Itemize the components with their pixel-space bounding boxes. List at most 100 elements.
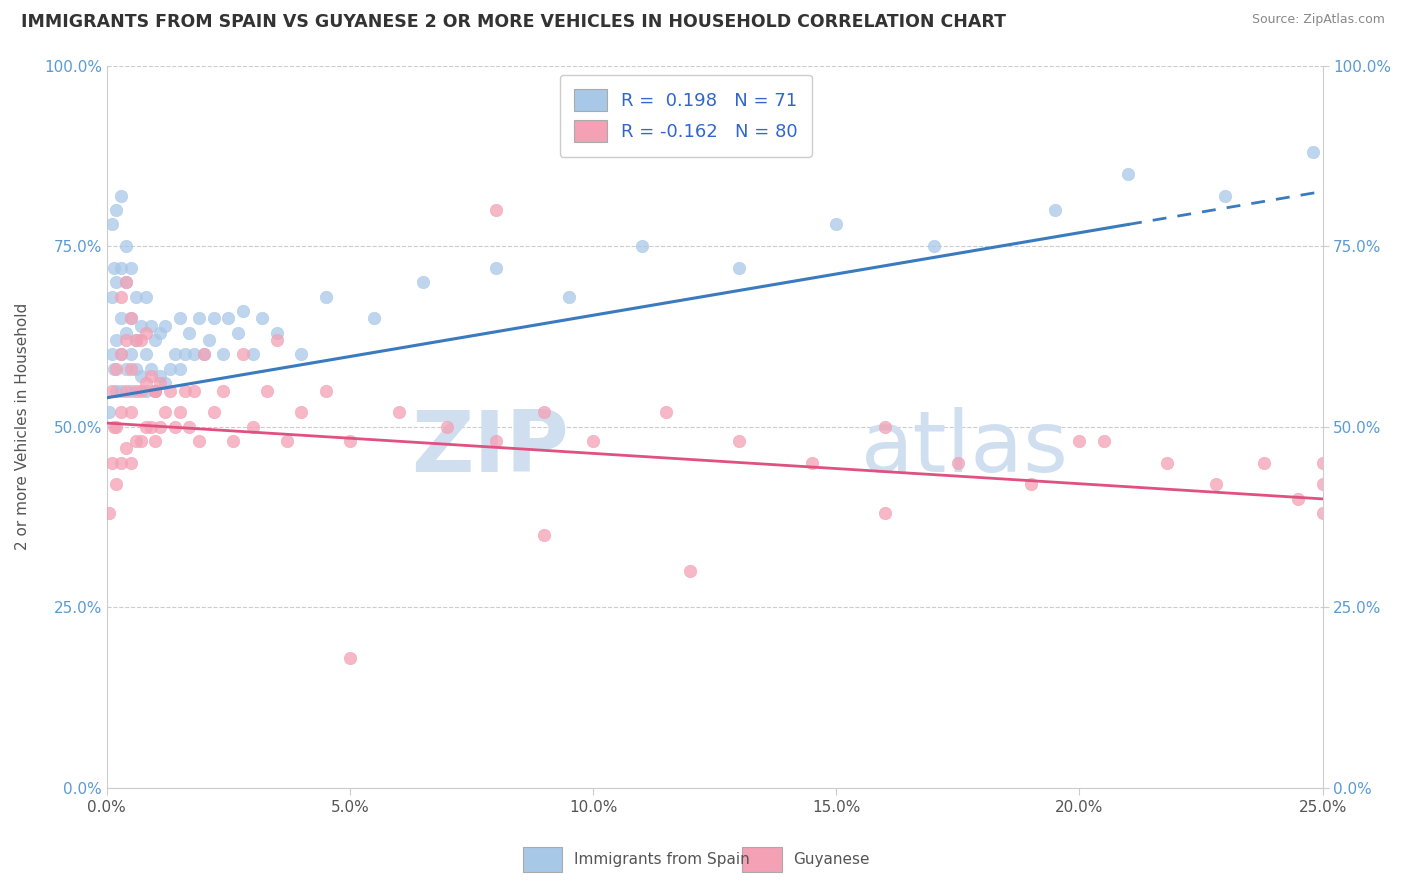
Point — [922, 239, 945, 253]
Point — [179, 419, 201, 434]
Point — [873, 419, 896, 434]
Point — [436, 419, 458, 434]
Point — [153, 405, 176, 419]
Point — [105, 202, 128, 217]
Text: ZIP: ZIP — [411, 407, 569, 490]
Point — [485, 202, 508, 217]
Point — [1312, 506, 1334, 520]
Point — [558, 290, 581, 304]
Point — [242, 419, 264, 434]
Point — [120, 405, 142, 419]
Point — [105, 419, 128, 434]
Point — [120, 260, 142, 275]
Point — [173, 384, 195, 398]
Point — [533, 528, 555, 542]
Point — [315, 384, 337, 398]
Point — [266, 333, 288, 347]
Point — [120, 362, 142, 376]
FancyBboxPatch shape — [742, 847, 782, 872]
Point — [149, 369, 172, 384]
Point — [135, 347, 157, 361]
Text: IMMIGRANTS FROM SPAIN VS GUYANESE 2 OR MORE VEHICLES IN HOUSEHOLD CORRELATION CH: IMMIGRANTS FROM SPAIN VS GUYANESE 2 OR M… — [21, 13, 1007, 31]
Text: Immigrants from Spain: Immigrants from Spain — [574, 853, 749, 867]
Point — [276, 434, 298, 449]
Point — [1069, 434, 1091, 449]
Point — [169, 362, 191, 376]
Point — [163, 419, 186, 434]
Point — [129, 434, 152, 449]
Point — [226, 326, 249, 340]
Point — [179, 326, 201, 340]
Point — [115, 326, 138, 340]
Point — [100, 456, 122, 470]
Point — [242, 347, 264, 361]
Point — [169, 405, 191, 419]
Point — [145, 384, 167, 398]
Point — [120, 456, 142, 470]
Point — [1302, 145, 1324, 160]
Point — [315, 290, 337, 304]
Point — [115, 362, 138, 376]
Point — [98, 405, 121, 419]
Point — [125, 290, 148, 304]
Point — [728, 260, 751, 275]
Point — [103, 362, 125, 376]
FancyBboxPatch shape — [523, 847, 562, 872]
Point — [339, 434, 361, 449]
Point — [1312, 456, 1334, 470]
Point — [1286, 491, 1309, 506]
Point — [1043, 202, 1066, 217]
Point — [1213, 188, 1236, 202]
Point — [485, 260, 508, 275]
Point — [149, 326, 172, 340]
Point — [125, 384, 148, 398]
Point — [202, 311, 225, 326]
Point — [103, 419, 125, 434]
Point — [266, 326, 288, 340]
Point — [105, 275, 128, 289]
Point — [188, 434, 211, 449]
Point — [1205, 477, 1227, 491]
Text: atlas: atlas — [860, 407, 1069, 490]
Point — [110, 260, 132, 275]
Point — [1019, 477, 1042, 491]
Point — [339, 650, 361, 665]
Text: Source: ZipAtlas.com: Source: ZipAtlas.com — [1251, 13, 1385, 27]
Point — [387, 405, 409, 419]
Point — [193, 347, 215, 361]
Point — [135, 384, 157, 398]
Point — [120, 384, 142, 398]
Point — [110, 405, 132, 419]
Point — [110, 311, 132, 326]
Point — [363, 311, 385, 326]
Point — [139, 362, 162, 376]
Point — [149, 376, 172, 391]
Point — [115, 239, 138, 253]
Point — [485, 434, 508, 449]
Point — [110, 456, 132, 470]
Point — [120, 347, 142, 361]
Point — [145, 384, 167, 398]
Point — [159, 362, 181, 376]
Point — [149, 419, 172, 434]
Point — [153, 318, 176, 333]
Point — [125, 333, 148, 347]
Point — [290, 347, 312, 361]
Point — [153, 376, 176, 391]
Point — [159, 384, 181, 398]
Point — [129, 333, 152, 347]
Point — [145, 384, 167, 398]
Point — [1253, 456, 1275, 470]
Point — [290, 405, 312, 419]
Point — [873, 506, 896, 520]
Point — [252, 311, 274, 326]
Point — [139, 369, 162, 384]
Point — [110, 347, 132, 361]
Point — [125, 333, 148, 347]
Point — [115, 384, 138, 398]
Point — [728, 434, 751, 449]
Point — [212, 384, 235, 398]
Point — [679, 564, 702, 578]
Point — [115, 442, 138, 456]
Point — [105, 362, 128, 376]
